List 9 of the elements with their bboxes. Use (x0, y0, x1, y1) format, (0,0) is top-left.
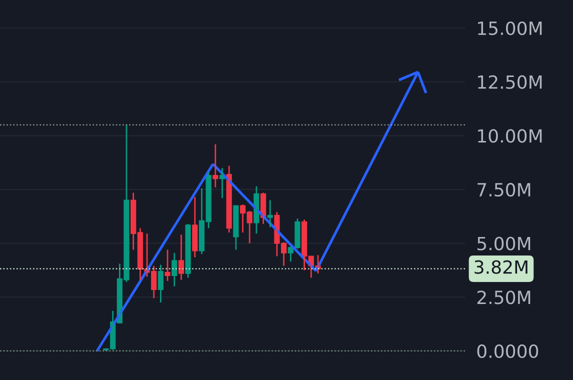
y-tick-label: 0.0000 (477, 344, 538, 358)
y-tick-label: 7.50M (478, 182, 530, 197)
y-tick-label: 15.00M (478, 21, 542, 36)
y-tick-label: 12.50M (478, 75, 542, 89)
ref-line-label: 3.82M (474, 260, 528, 274)
candlestick (164, 249, 170, 282)
y-tick-label: 2.50M (477, 290, 530, 304)
y-tick-label: 5.00M (478, 236, 530, 250)
y-tick-label: 10.00M (478, 129, 542, 143)
